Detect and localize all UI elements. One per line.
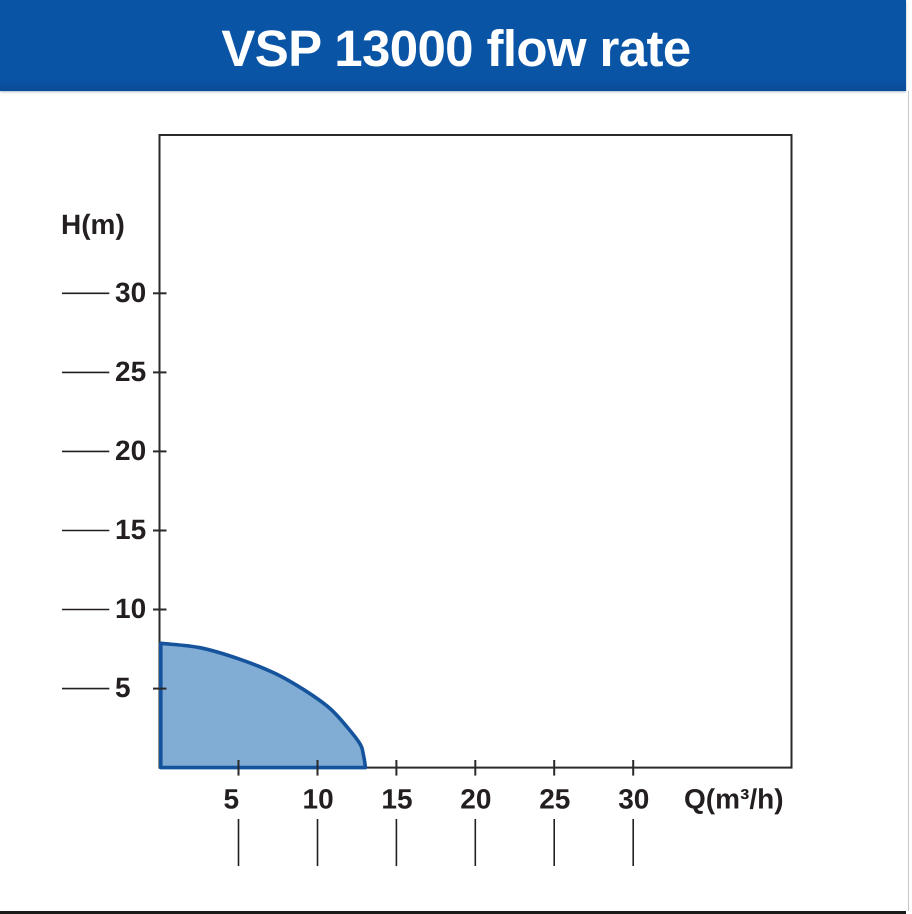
svg-text:25: 25	[539, 784, 570, 815]
svg-text:5: 5	[224, 784, 240, 815]
svg-text:15: 15	[381, 784, 412, 815]
svg-text:10: 10	[115, 593, 146, 624]
svg-text:25: 25	[115, 356, 146, 387]
svg-text:30: 30	[115, 277, 146, 308]
svg-text:15: 15	[115, 514, 146, 545]
svg-text:30: 30	[618, 784, 649, 815]
svg-text:5: 5	[115, 672, 131, 703]
svg-text:H(m): H(m)	[61, 209, 125, 240]
svg-text:10: 10	[303, 784, 334, 815]
svg-text:Q(m³/h): Q(m³/h)	[684, 784, 784, 815]
svg-text:20: 20	[460, 784, 491, 815]
svg-text:20: 20	[115, 435, 146, 466]
